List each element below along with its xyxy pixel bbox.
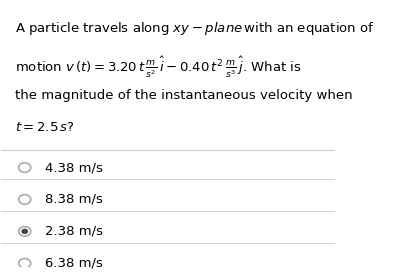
Circle shape	[21, 229, 28, 234]
Text: 6.38 m/s: 6.38 m/s	[45, 257, 103, 270]
Text: A particle travels along $xy-plane\,$with an equation of: A particle travels along $xy-plane\,$wit…	[15, 20, 374, 37]
Text: 2.38 m/s: 2.38 m/s	[45, 225, 103, 238]
Text: motion $v\,(t) = 3.20\,t\,\frac{m}{s^2}\,\hat{i} - 0.40\,t^2\,\frac{m}{s^3}\,\ha: motion $v\,(t) = 3.20\,t\,\frac{m}{s^2}\…	[15, 55, 301, 80]
Text: the magnitude of the instantaneous velocity when: the magnitude of the instantaneous veloc…	[15, 89, 352, 102]
Text: $t = 2.5\,s?$: $t = 2.5\,s?$	[15, 121, 74, 134]
Text: 4.38 m/s: 4.38 m/s	[45, 161, 103, 174]
Text: 8.38 m/s: 8.38 m/s	[45, 193, 103, 206]
